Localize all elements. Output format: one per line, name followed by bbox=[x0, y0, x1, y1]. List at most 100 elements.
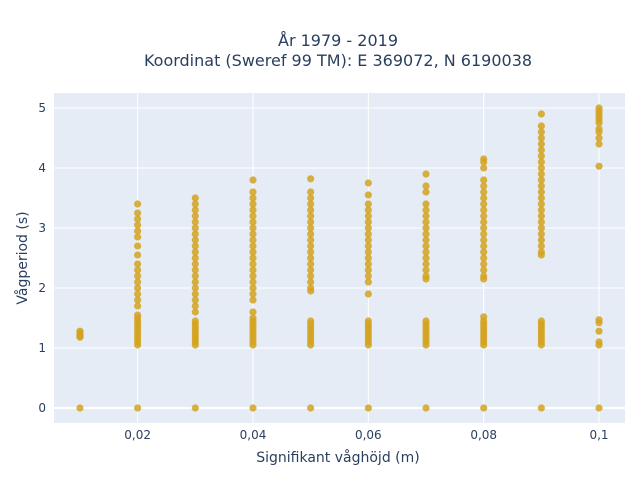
data-point bbox=[191, 284, 199, 292]
data-point bbox=[191, 242, 199, 250]
data-point bbox=[134, 251, 142, 259]
data-point bbox=[422, 200, 430, 208]
data-point bbox=[595, 338, 603, 346]
data-point bbox=[480, 266, 488, 274]
data-point bbox=[537, 158, 545, 166]
data-point bbox=[307, 188, 315, 196]
x-tick-label: 0,02 bbox=[124, 428, 151, 442]
data-point bbox=[249, 188, 257, 196]
data-point bbox=[191, 266, 199, 274]
data-point bbox=[307, 272, 315, 280]
data-points bbox=[76, 104, 603, 412]
data-point bbox=[191, 224, 199, 232]
data-point bbox=[249, 260, 257, 268]
data-point bbox=[364, 242, 372, 250]
data-point bbox=[249, 176, 257, 184]
data-point bbox=[537, 182, 545, 190]
data-point bbox=[422, 266, 430, 274]
data-point bbox=[537, 248, 545, 256]
data-point bbox=[307, 175, 315, 183]
chart-title-line-2: Koordinat (Sweref 99 TM): E 369072, N 61… bbox=[144, 51, 532, 70]
data-point bbox=[595, 104, 603, 112]
data-point bbox=[480, 272, 488, 280]
data-point bbox=[134, 260, 142, 268]
data-point bbox=[537, 218, 545, 226]
data-point bbox=[595, 134, 603, 142]
data-point bbox=[249, 230, 257, 238]
chart-title-line-1: År 1979 - 2019 bbox=[278, 31, 398, 50]
x-tick-label: 0,08 bbox=[470, 428, 497, 442]
data-point bbox=[480, 200, 488, 208]
y-tick-label: 2 bbox=[38, 281, 46, 295]
data-point bbox=[249, 278, 257, 286]
data-point bbox=[537, 404, 545, 412]
data-point bbox=[134, 200, 142, 208]
x-tick-label: 0,04 bbox=[240, 428, 267, 442]
data-point bbox=[480, 164, 488, 172]
data-point bbox=[249, 236, 257, 244]
data-point bbox=[480, 313, 488, 321]
data-point bbox=[307, 206, 315, 214]
data-point bbox=[422, 188, 430, 196]
data-point bbox=[307, 242, 315, 250]
data-point bbox=[249, 242, 257, 250]
y-tick-label: 5 bbox=[38, 101, 46, 115]
data-point bbox=[537, 194, 545, 202]
data-point bbox=[307, 194, 315, 202]
data-point bbox=[364, 212, 372, 220]
data-point bbox=[134, 227, 142, 235]
data-point bbox=[422, 248, 430, 256]
data-point bbox=[76, 327, 84, 335]
data-point bbox=[191, 212, 199, 220]
data-point bbox=[134, 302, 142, 310]
data-point bbox=[191, 206, 199, 214]
data-point bbox=[422, 230, 430, 238]
data-point bbox=[422, 260, 430, 268]
data-point bbox=[595, 162, 603, 170]
data-point bbox=[191, 200, 199, 208]
data-point bbox=[249, 212, 257, 220]
data-point bbox=[134, 290, 142, 298]
data-point bbox=[480, 242, 488, 250]
data-point bbox=[134, 272, 142, 280]
data-point bbox=[537, 176, 545, 184]
data-point bbox=[307, 284, 315, 292]
data-point bbox=[191, 272, 199, 280]
data-point bbox=[307, 248, 315, 256]
y-tick-labels: 0 1 2 3 4 5 bbox=[38, 101, 46, 415]
y-tick-label: 4 bbox=[38, 161, 46, 175]
data-point bbox=[422, 212, 430, 220]
data-point bbox=[134, 221, 142, 229]
data-point bbox=[537, 230, 545, 238]
data-point bbox=[307, 317, 315, 325]
data-point bbox=[134, 311, 142, 319]
data-point bbox=[191, 218, 199, 226]
data-point bbox=[134, 284, 142, 292]
data-point bbox=[364, 254, 372, 262]
data-point bbox=[422, 404, 430, 412]
data-point bbox=[307, 236, 315, 244]
data-point bbox=[480, 230, 488, 238]
data-point bbox=[480, 248, 488, 256]
data-point bbox=[249, 200, 257, 208]
data-point bbox=[537, 164, 545, 172]
data-point bbox=[480, 254, 488, 262]
data-point bbox=[422, 317, 430, 325]
data-point bbox=[134, 242, 142, 250]
data-point bbox=[595, 316, 603, 324]
data-point bbox=[422, 218, 430, 226]
data-point bbox=[191, 404, 199, 412]
data-point bbox=[537, 212, 545, 220]
data-point bbox=[307, 266, 315, 274]
data-point bbox=[307, 200, 315, 208]
data-point bbox=[191, 230, 199, 238]
data-point bbox=[76, 404, 84, 412]
data-point bbox=[191, 254, 199, 262]
data-point bbox=[537, 152, 545, 160]
data-point bbox=[134, 215, 142, 223]
data-point bbox=[595, 125, 603, 133]
data-point bbox=[249, 194, 257, 202]
data-point bbox=[422, 236, 430, 244]
data-point bbox=[480, 176, 488, 184]
data-point bbox=[364, 200, 372, 208]
